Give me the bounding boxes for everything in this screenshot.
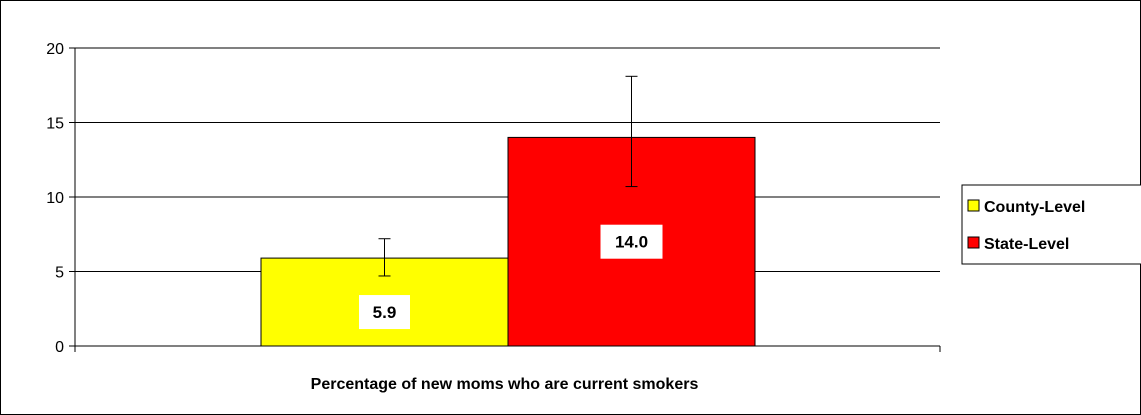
y-tick-label: 5 [55, 265, 64, 282]
data-labels: 5.9 14.0 [359, 224, 663, 330]
legend-entry: State-Level [984, 236, 1069, 253]
x-axis-label: Percentage of new moms who are current s… [311, 376, 699, 393]
legend-swatch [967, 199, 980, 212]
data-label: 5.9 [373, 303, 397, 322]
error-bars [378, 75, 638, 277]
y-tick-label: 10 [46, 190, 64, 207]
legend-swatch [967, 236, 980, 249]
legend-box [961, 184, 1141, 265]
data-label-box [600, 224, 663, 259]
y-tick-label: 0 [55, 339, 64, 356]
y-tick-labels: 0 5 10 15 20 [46, 41, 64, 356]
data-label: 14.0 [615, 233, 648, 252]
y-tick-label: 15 [46, 116, 64, 133]
data-label-box [359, 295, 410, 330]
y-tick-label: 20 [46, 41, 64, 58]
bars [260, 136, 756, 347]
legend: County-Level State-Level [961, 184, 1141, 265]
legend-entry: County-Level [984, 199, 1085, 216]
